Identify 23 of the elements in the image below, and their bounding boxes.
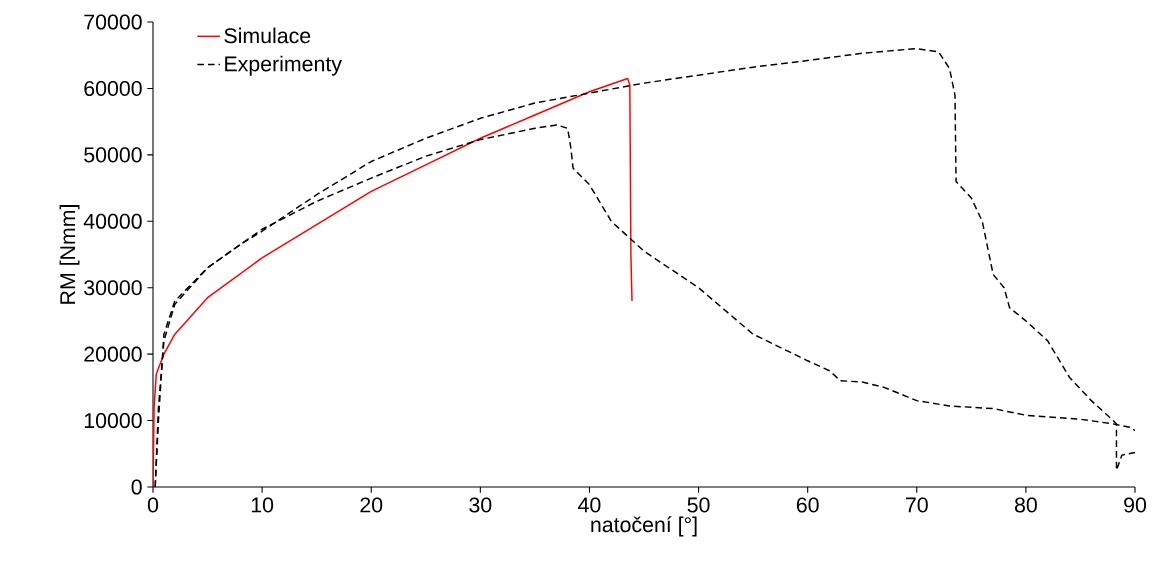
- x-tick-label: 90: [1124, 497, 1147, 513]
- y-tick-label: 10000: [84, 413, 142, 429]
- legend-label: Simulace: [224, 27, 311, 44]
- x-tick-label: 70: [906, 497, 928, 513]
- y-tick-label: 40000: [83, 213, 142, 229]
- x-tick-label: 80: [1014, 497, 1037, 513]
- x-tick-label: 60: [796, 497, 819, 513]
- x-tick-label: 50: [687, 497, 710, 513]
- x-tick-label: 0: [147, 497, 159, 513]
- legend-label: Experimenty: [225, 55, 342, 76]
- line-series: [153, 77, 633, 487]
- x-tick-label: 40: [578, 497, 601, 513]
- y-tick-label: 50000: [84, 147, 142, 163]
- y-axis-title: RM [Nmm]: [59, 205, 80, 304]
- y-tick-label: 0: [131, 479, 142, 495]
- y-tick-label: 30000: [84, 280, 142, 296]
- x-tick-label: 30: [469, 497, 492, 513]
- x-axis-title: natočení [°]: [591, 516, 697, 537]
- y-tick-label: 20000: [84, 346, 142, 362]
- y-tick-label: 60000: [84, 80, 142, 96]
- x-tick-label: 20: [360, 497, 383, 513]
- y-tick-label: 70000: [84, 14, 142, 30]
- x-tick-label: 10: [251, 497, 274, 513]
